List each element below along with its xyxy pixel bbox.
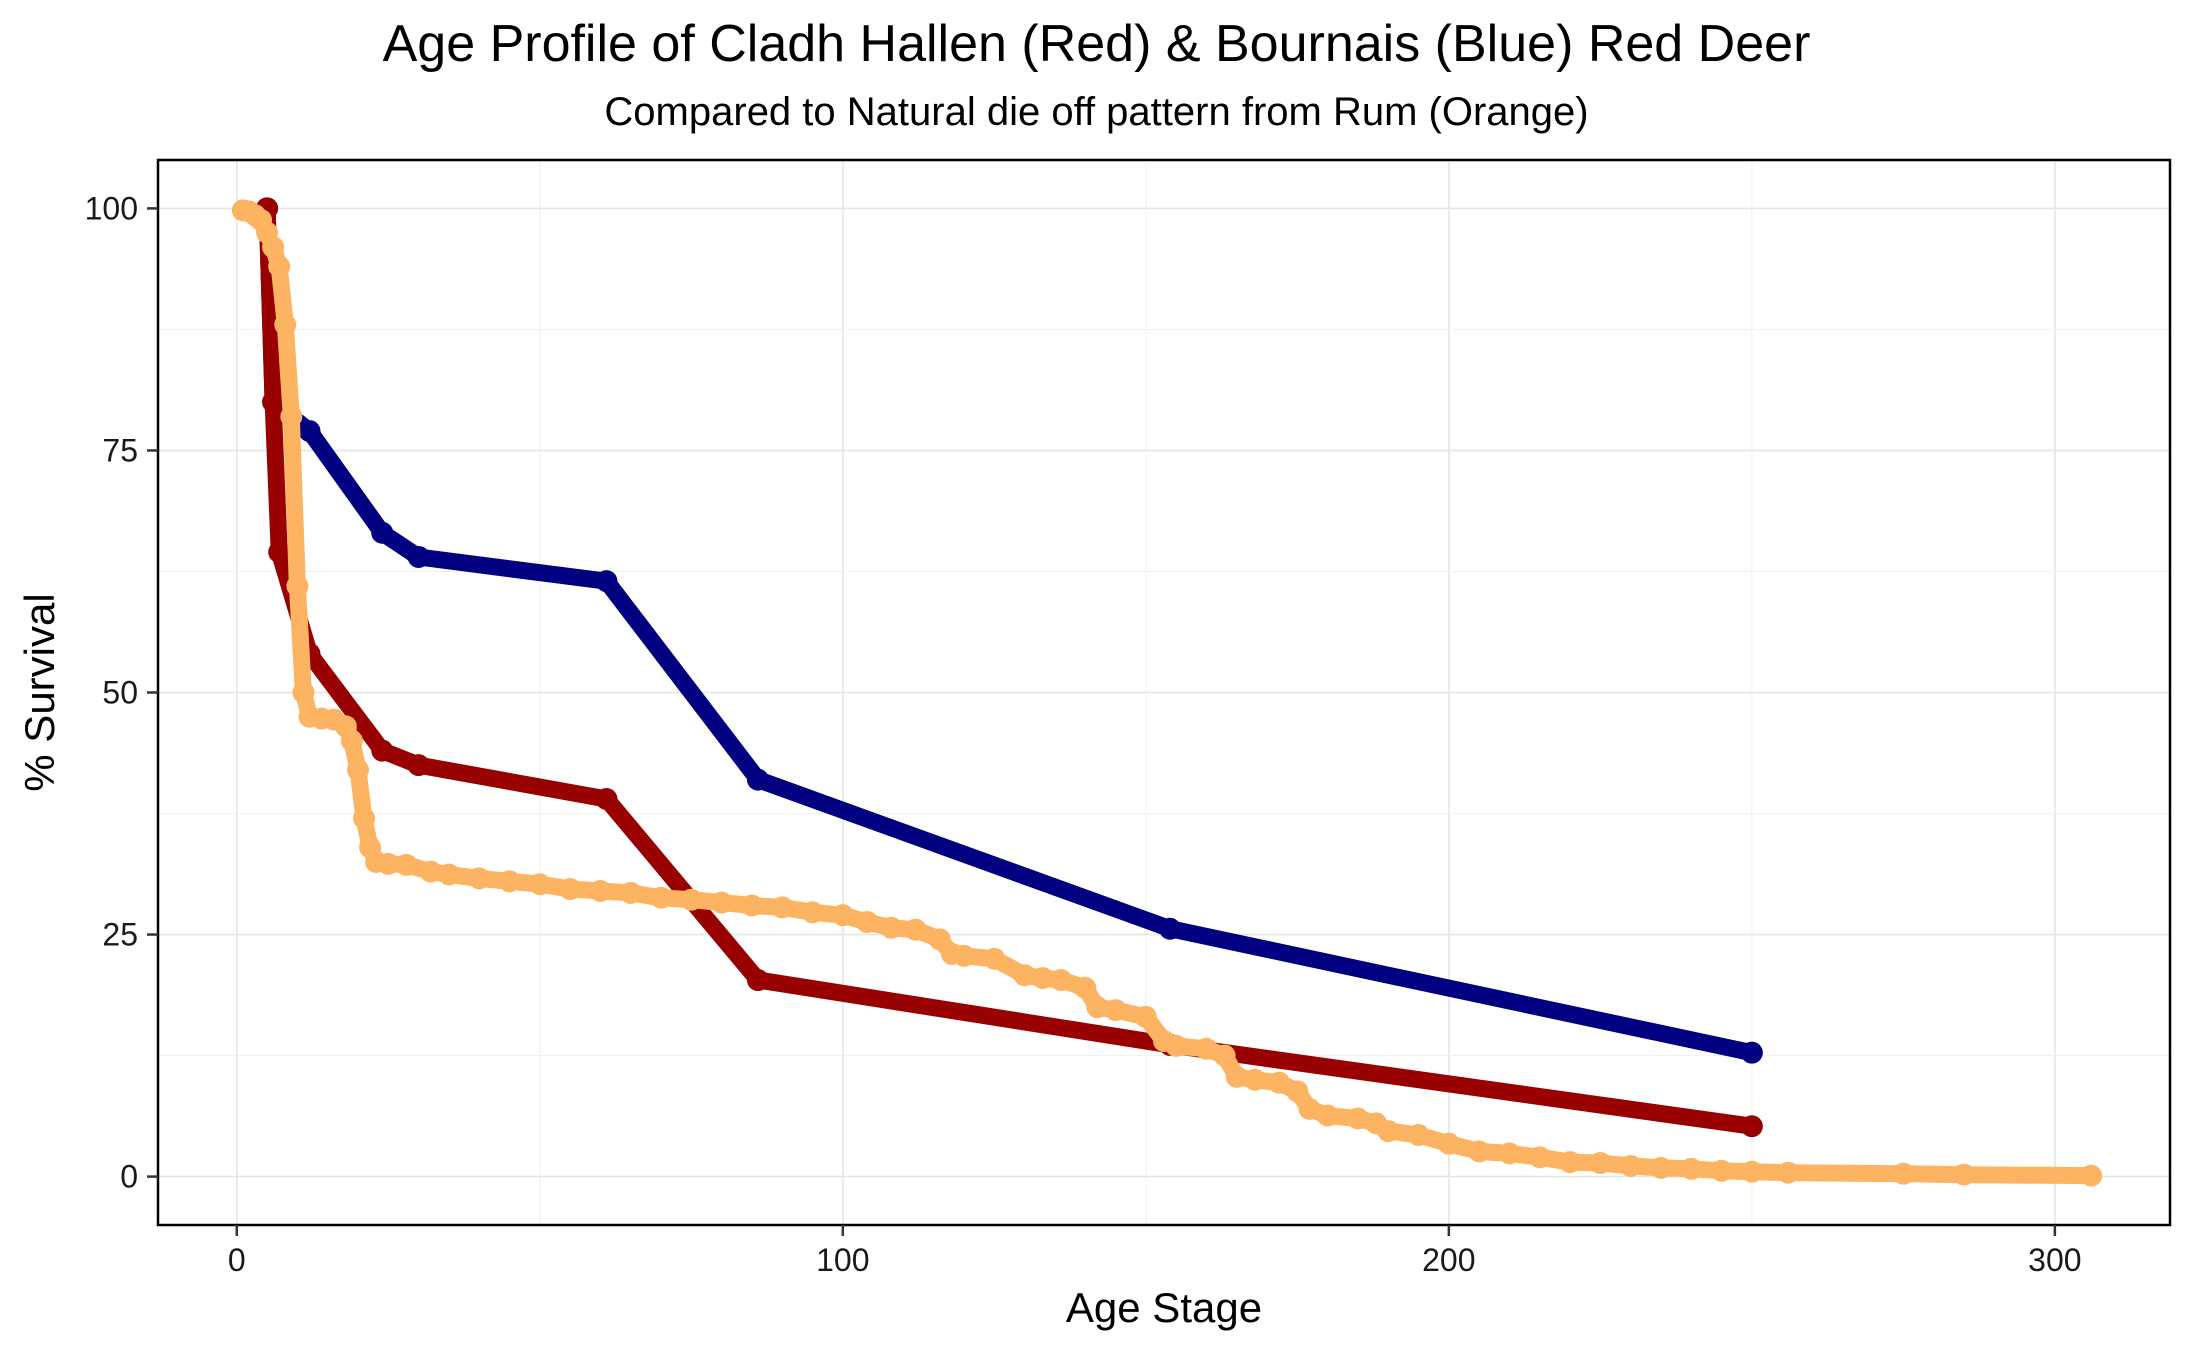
series-1-point bbox=[746, 768, 769, 791]
y-axis-title: % Survival bbox=[16, 593, 63, 791]
series-2-point bbox=[268, 541, 291, 564]
series-3-point bbox=[1243, 1068, 1266, 1091]
series-3-point bbox=[268, 255, 291, 278]
series-3-point bbox=[904, 918, 927, 941]
series-3-point bbox=[262, 236, 285, 259]
series-3-point bbox=[1619, 1154, 1642, 1177]
series-2-line bbox=[258, 199, 1761, 1135]
series-3-point bbox=[1407, 1123, 1430, 1146]
series-2-point bbox=[262, 391, 285, 414]
y-tick-label: 0 bbox=[120, 1159, 138, 1195]
series-3-point bbox=[1286, 1080, 1309, 1103]
series-3-point bbox=[1104, 999, 1127, 1022]
series-3-point bbox=[589, 879, 612, 902]
series-3-point bbox=[1498, 1142, 1521, 1165]
series-3-point bbox=[1437, 1132, 1460, 1155]
series-3-point bbox=[528, 873, 551, 896]
series-3-point bbox=[292, 681, 315, 704]
series-3-point bbox=[1316, 1104, 1339, 1127]
series-3-point bbox=[1298, 1097, 1321, 1120]
y-tick-label: 75 bbox=[102, 432, 138, 468]
series-3-point bbox=[1710, 1159, 1733, 1182]
series-3-point bbox=[419, 860, 442, 883]
y-tick-label: 50 bbox=[102, 675, 138, 711]
series-3-point bbox=[650, 886, 672, 909]
series-3-point bbox=[1528, 1146, 1551, 1169]
series-3-point bbox=[1268, 1071, 1291, 1094]
series-3-point bbox=[710, 891, 733, 914]
series-3-point bbox=[1559, 1151, 1582, 1174]
series-3-point bbox=[680, 888, 703, 911]
series-2-point bbox=[371, 739, 394, 762]
series-3-point bbox=[286, 575, 309, 597]
x-tick-label: 300 bbox=[2028, 1242, 2081, 1278]
series-3-point bbox=[437, 863, 460, 886]
series-3-point bbox=[1468, 1140, 1491, 1163]
series-3-point bbox=[831, 904, 854, 927]
chart-subtitle: Compared to Natural die off pattern from… bbox=[604, 90, 1589, 134]
series-3-point bbox=[1346, 1107, 1369, 1130]
series-3-point bbox=[1074, 976, 1097, 999]
series-3-point bbox=[1225, 1065, 1248, 1088]
series-2-point bbox=[746, 969, 769, 992]
series-3-point bbox=[1213, 1044, 1236, 1067]
series-3-point bbox=[1031, 967, 1054, 990]
series-3-point bbox=[377, 852, 400, 875]
series-3-point bbox=[346, 758, 369, 781]
series-1-point bbox=[1159, 917, 1182, 940]
series-3-point bbox=[953, 944, 976, 967]
x-tick-label: 200 bbox=[1422, 1242, 1475, 1278]
chart-title: Age Profile of Cladh Hallen (Red) & Bour… bbox=[382, 15, 1811, 73]
series-3-point bbox=[740, 894, 763, 917]
series-3-point bbox=[1049, 969, 1072, 992]
series-3-point bbox=[928, 928, 951, 951]
y-tick-label: 25 bbox=[102, 917, 138, 953]
series-3-point bbox=[801, 901, 824, 924]
series-2-point bbox=[407, 754, 430, 777]
series-3-point bbox=[1952, 1163, 1975, 1186]
x-tick-label: 100 bbox=[816, 1242, 869, 1278]
series-3-point bbox=[1680, 1157, 1703, 1180]
series-2-point bbox=[595, 788, 618, 810]
series-3-point bbox=[1086, 996, 1109, 1019]
series-1-point bbox=[298, 420, 321, 443]
series-3-point bbox=[340, 729, 363, 752]
series-3-point bbox=[559, 878, 582, 901]
series-1-point bbox=[371, 521, 394, 544]
series-1-line bbox=[258, 199, 1761, 1062]
series-3-point bbox=[1013, 964, 1036, 987]
series-3-point bbox=[1589, 1152, 1612, 1175]
series-3-point bbox=[1892, 1162, 1915, 1185]
series-2-point bbox=[1740, 1115, 1763, 1138]
series-3-point bbox=[1740, 1160, 1763, 1183]
y-tick-label: 100 bbox=[85, 190, 138, 226]
series-1-point bbox=[407, 545, 430, 568]
series-3-point bbox=[1377, 1120, 1400, 1143]
series-3-point bbox=[274, 313, 297, 336]
series-3-point bbox=[983, 947, 1006, 970]
series-3-point bbox=[468, 867, 491, 890]
series-1-point bbox=[595, 570, 618, 593]
series-3-point bbox=[498, 870, 521, 893]
series-3-point bbox=[619, 881, 642, 904]
series-1-point bbox=[1740, 1041, 1763, 1064]
series-3-point bbox=[353, 807, 376, 830]
series-3-point bbox=[1195, 1037, 1218, 1060]
series-3-point bbox=[1134, 1005, 1157, 1028]
series-3-point bbox=[1777, 1161, 1800, 1184]
series-3-point bbox=[1165, 1034, 1188, 1057]
series-3-point bbox=[2080, 1164, 2103, 1187]
series-3-point bbox=[395, 853, 418, 876]
x-tick-label: 0 bbox=[228, 1242, 246, 1278]
series-3-point bbox=[856, 910, 879, 933]
series-3-point bbox=[280, 405, 303, 428]
series-3-point bbox=[1649, 1156, 1672, 1179]
series-3-point bbox=[880, 916, 903, 939]
x-axis-title: Age Stage bbox=[1066, 1284, 1262, 1331]
series-3-point bbox=[771, 896, 794, 919]
